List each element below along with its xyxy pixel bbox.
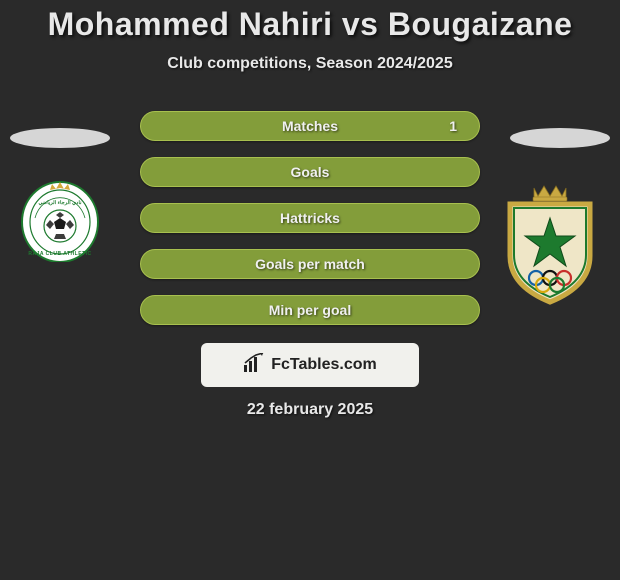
stat-row-min-per-goal: Min per goal: [140, 295, 480, 325]
comparison-card: Mohammed Nahiri vs Bougaizane Club compe…: [0, 0, 620, 419]
stat-label: Matches: [282, 118, 338, 134]
stats-list: Matches 1 Goals Hattricks Goals per matc…: [0, 111, 620, 325]
stat-label: Min per goal: [269, 302, 351, 318]
page-subtitle: Club competitions, Season 2024/2025: [0, 55, 620, 73]
stat-row-hattricks: Hattricks: [140, 203, 480, 233]
stat-label: Goals per match: [255, 256, 365, 272]
fctables-label: FcTables.com: [271, 356, 377, 374]
stat-row-matches: Matches 1: [140, 111, 480, 141]
stat-label: Goals: [291, 164, 330, 180]
comparison-date: 22 february 2025: [0, 401, 620, 419]
chart-icon: [243, 353, 265, 378]
stat-row-goals: Goals: [140, 157, 480, 187]
page-title: Mohammed Nahiri vs Bougaizane: [0, 6, 620, 43]
stat-row-goals-per-match: Goals per match: [140, 249, 480, 279]
stat-value: 1: [449, 118, 457, 134]
fctables-watermark[interactable]: FcTables.com: [201, 343, 419, 387]
stat-label: Hattricks: [280, 210, 340, 226]
